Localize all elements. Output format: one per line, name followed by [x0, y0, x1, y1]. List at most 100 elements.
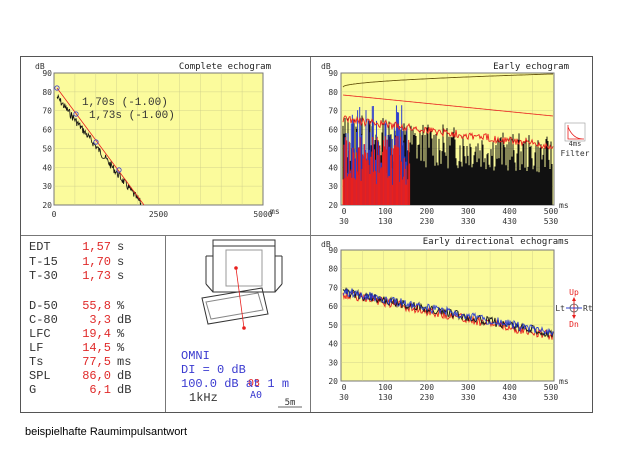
x-tick-label: 300	[461, 383, 476, 392]
y-unit-label: dB	[321, 240, 331, 249]
x-tick-label: 230	[420, 393, 435, 402]
source-marker[interactable]	[234, 266, 238, 270]
y-tick-label: 90	[42, 69, 52, 78]
y-tick-label: 70	[328, 107, 338, 116]
scale-label: 5m	[285, 398, 296, 408]
stat-label: G	[29, 383, 37, 397]
stat-unit: s	[117, 269, 125, 283]
x-tick-label: 500	[544, 383, 559, 392]
stat-value: 86,0	[82, 369, 111, 383]
stat-label: C-80	[29, 313, 58, 327]
y-tick-label: 70	[42, 107, 52, 116]
direction-right-label[interactable]: Rt	[583, 304, 592, 313]
t30-annotation: 1,73s (-1.00)	[89, 110, 175, 122]
stat-label: LF	[29, 341, 44, 355]
stat-label: SPL	[29, 369, 51, 383]
complete-echogram-chart: dB Complete echogram 90 80 70 60 50 40 30 20 0 2…	[35, 62, 280, 219]
stat-value: 1,70	[82, 255, 111, 269]
y-tick-label: 40	[328, 340, 338, 349]
directivity-index: DI = 0 dB	[181, 363, 246, 377]
y-tick-label: 20	[328, 377, 338, 386]
source-label: A0	[250, 390, 262, 401]
stat-unit: %	[117, 299, 125, 313]
stat-label: EDT	[29, 240, 51, 254]
stat-unit: dB	[117, 369, 132, 383]
y-tick-label: 60	[42, 126, 52, 135]
direction-down-label[interactable]: Dn	[569, 320, 579, 329]
x-tick-label: 0	[342, 383, 347, 392]
x-tick-label: 130	[378, 393, 393, 402]
x-tick-label: 5000	[253, 210, 272, 219]
y-tick-label: 30	[42, 182, 52, 191]
y-tick-label: 30	[328, 182, 338, 191]
filter-icon[interactable]	[564, 122, 586, 142]
complete-echogram-title: Complete echogram	[179, 62, 271, 72]
stat-unit: s	[117, 240, 125, 254]
regression-marker	[73, 111, 79, 117]
x-tick-label: 430	[502, 393, 517, 402]
stat-label: D-50	[29, 299, 58, 313]
x-tick-label: 2500	[149, 210, 168, 219]
receiver-marker[interactable]	[242, 326, 246, 330]
stat-value: 1,73	[82, 269, 111, 283]
y-tick-label: 90	[328, 246, 338, 255]
direction-series-blue	[342, 288, 554, 336]
x-tick-label: 330	[461, 393, 476, 402]
y-tick-label: 50	[42, 144, 52, 153]
y-tick-label: 80	[328, 88, 338, 97]
regression-line	[56, 87, 145, 206]
direction-selector-icon[interactable]	[566, 297, 582, 319]
x-tick-label: 0	[52, 210, 57, 219]
regression-marker	[54, 85, 60, 91]
x-tick-label: 300	[461, 207, 476, 216]
x-tick-label: 530	[544, 217, 559, 226]
stat-label: T-15	[29, 255, 58, 269]
regression-marker	[116, 167, 122, 173]
filtered-envelope	[342, 115, 554, 150]
stat-value: 55,8	[82, 299, 111, 313]
x-tick-label: 230	[420, 217, 435, 226]
x-tick-label: 30	[339, 393, 349, 402]
receiver-label: 03	[248, 378, 260, 389]
direction-series-red	[342, 290, 554, 340]
y-unit-label: dB	[35, 62, 45, 71]
y-tick-label: 60	[328, 302, 338, 311]
direction-up-label[interactable]: Up	[569, 288, 579, 297]
x-tick-label: 500	[544, 207, 559, 216]
stat-label: LFC	[29, 327, 51, 341]
stats-divider	[165, 235, 166, 412]
y-tick-label: 80	[328, 265, 338, 274]
directional-echogram-title: Early directional echograms	[423, 237, 569, 247]
filter-label[interactable]: Filter	[561, 149, 590, 158]
x-unit-label: ms	[559, 201, 569, 210]
horizontal-divider	[21, 235, 592, 236]
y-tick-label: 20	[328, 201, 338, 210]
stat-value: 3,3	[89, 313, 111, 327]
t15-annotation: 1,70s (-1.00)	[82, 97, 168, 109]
y-tick-label: 30	[328, 358, 338, 367]
frequency-band: 1kHz	[189, 391, 218, 405]
x-tick-label: 400	[502, 383, 517, 392]
y-tick-label: 80	[42, 88, 52, 97]
stat-value: 1,57	[82, 240, 111, 254]
stat-unit: %	[117, 327, 125, 341]
stat-unit: dB	[117, 313, 132, 327]
regression-marker	[93, 139, 99, 145]
direction-left-label[interactable]: Lt	[555, 304, 565, 313]
x-unit-label: ms	[270, 207, 280, 216]
stat-value: 19,4	[82, 327, 111, 341]
stat-unit: s	[117, 255, 125, 269]
stat-value: 14,5	[82, 341, 111, 355]
y-unit-label: dB	[321, 62, 331, 71]
y-tick-label: 40	[42, 163, 52, 172]
directional-echogram-chart: dB Early directional echograms 90 80 70 60 5…	[321, 237, 592, 402]
x-unit-label: ms	[559, 377, 569, 386]
y-tick-label: 90	[328, 69, 338, 78]
stat-unit: ms	[117, 355, 132, 369]
y-tick-label: 50	[328, 144, 338, 153]
stat-label: Ts	[29, 355, 44, 369]
source-level: 100.0 dB at 1 m	[181, 377, 290, 391]
stat-unit: %	[117, 341, 125, 355]
